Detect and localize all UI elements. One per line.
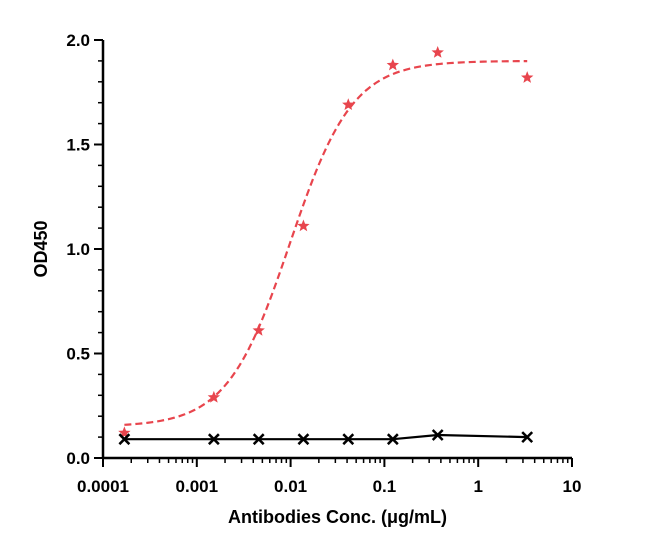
y-tick-label: 2.0 — [66, 31, 90, 50]
x-tick-label: 10 — [563, 477, 582, 496]
series-0-star-point — [207, 390, 221, 403]
series-0-star-point — [297, 219, 310, 232]
series-1-x-point — [386, 433, 399, 446]
series-1-x-point — [252, 433, 265, 446]
series-0-star-point — [118, 426, 131, 439]
y-axis-title: OD450 — [31, 220, 51, 277]
y-tick-label: 1.5 — [66, 136, 90, 155]
x-tick-label: 0.01 — [274, 477, 307, 496]
y-tick-label: 0.0 — [66, 449, 90, 468]
x-tick-label: 0.001 — [176, 477, 219, 496]
series-1-fit-line — [124, 433, 528, 441]
y-tick-label: 1.0 — [66, 240, 90, 259]
series-1-x-point — [207, 433, 220, 446]
series-0-star-point — [342, 98, 355, 111]
series-1-x-point — [431, 429, 444, 441]
series-1-x-point — [297, 433, 310, 446]
x-tick-label: 0.0001 — [77, 477, 129, 496]
series-1-x-point — [521, 431, 534, 443]
series-0-star-point — [521, 71, 534, 83]
series-0-star-point — [431, 46, 444, 58]
series-0-star-point — [252, 324, 265, 336]
series-1-x-point — [118, 433, 131, 446]
series-0-fit-line — [124, 59, 528, 426]
y-ticks: 0.0 0.5 1.0 1.5 2.0 — [66, 31, 103, 468]
x-tick-label: 0.1 — [373, 477, 397, 496]
series-0-star-point — [386, 58, 400, 71]
x-tick-label: 1 — [473, 477, 482, 496]
series-layer — [118, 46, 534, 446]
series-1-x-point — [342, 433, 355, 446]
y-tick-label: 0.5 — [66, 345, 90, 364]
series-0 — [118, 46, 534, 439]
x-axis-title: Antibodies Conc. (μg/mL) — [228, 507, 447, 527]
series-1 — [118, 429, 534, 446]
axes — [101, 40, 572, 460]
x-ticks: 0.0001 0.001 0.01 0.1 1 10 — [77, 458, 581, 496]
